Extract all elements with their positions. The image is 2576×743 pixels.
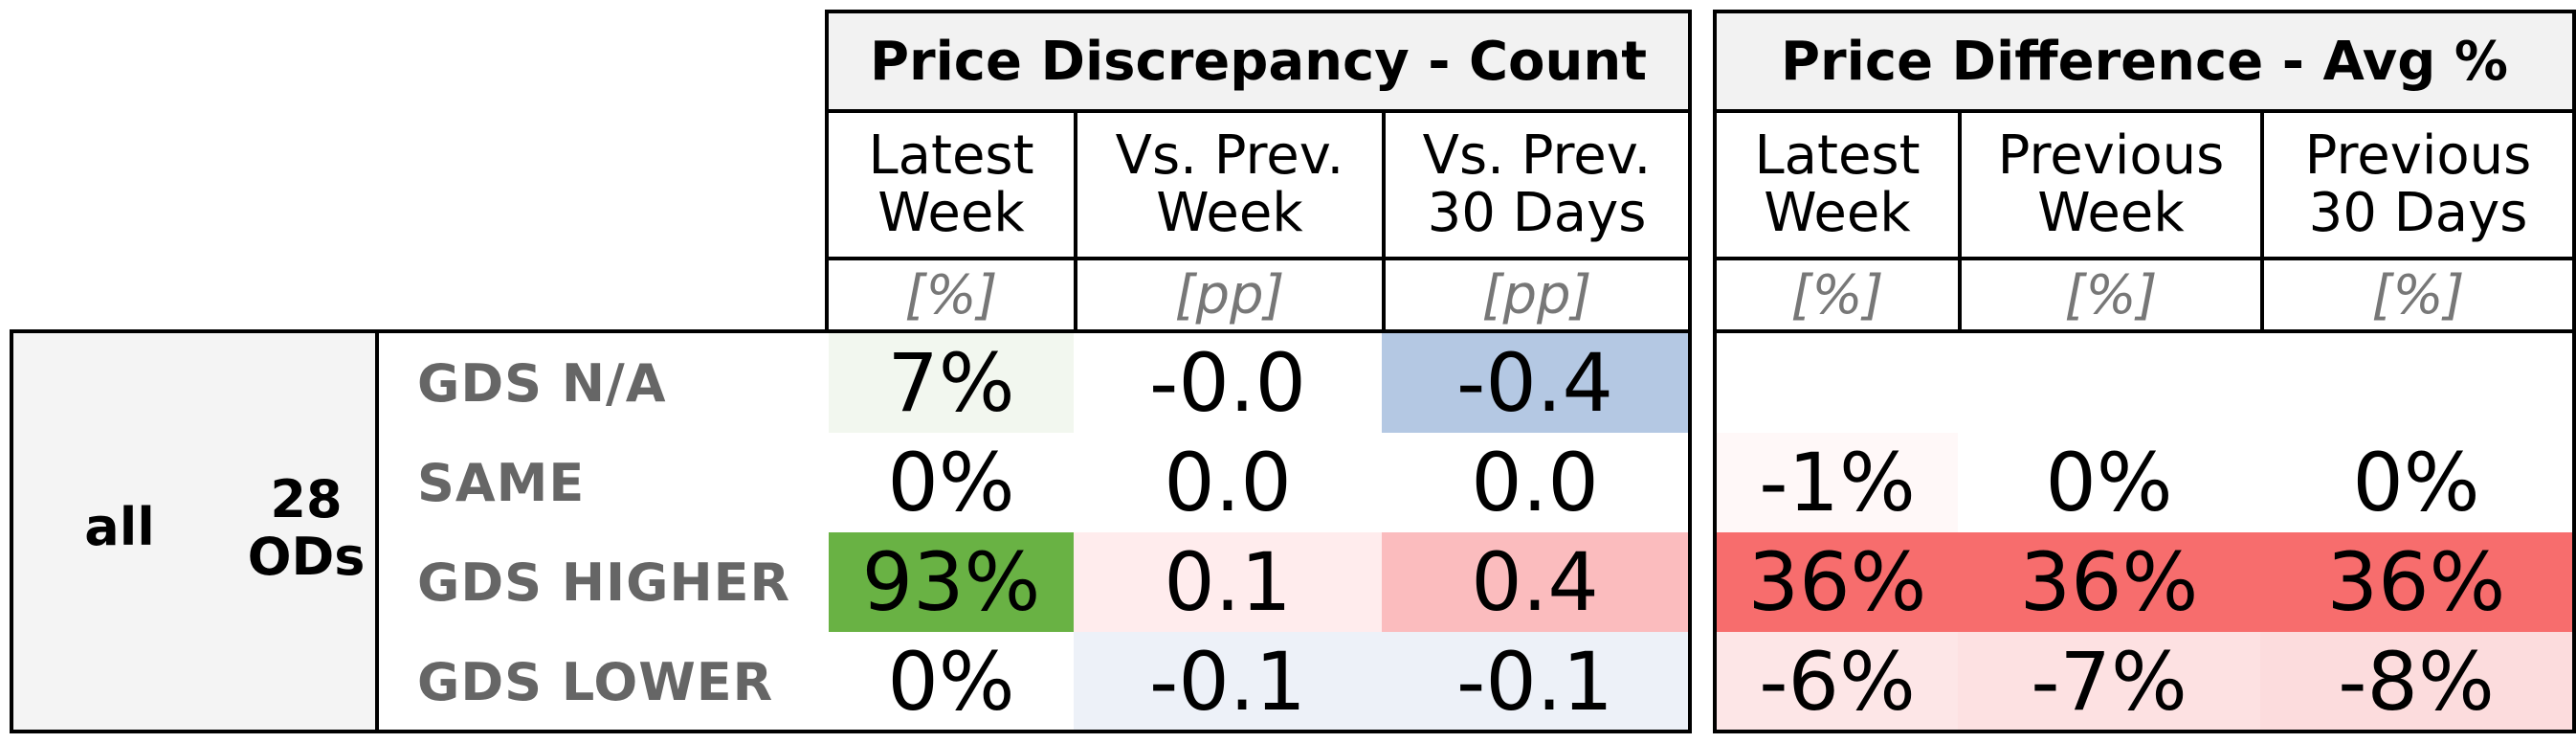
count-cell: 0% bbox=[829, 433, 1074, 532]
col-label-previous-30-days: Previous 30 Days bbox=[2304, 124, 2532, 244]
count-cell: -0.1 bbox=[1074, 632, 1382, 732]
diff-cell: -7% bbox=[1958, 632, 2260, 732]
row-label-gds-n-a: GDS N/A bbox=[417, 352, 667, 414]
row-label-gds-higher: GDS HIGHER bbox=[417, 552, 791, 613]
unit-previous-week: [%] bbox=[2064, 263, 2158, 326]
unit-vs-prev-week: [pp] bbox=[1174, 263, 1285, 326]
col-label-vs-prev-30-days: Vs. Prev. 30 Days bbox=[1422, 124, 1652, 244]
unit-latest-week: [%] bbox=[904, 263, 998, 326]
diff-cell: 0% bbox=[2260, 433, 2572, 532]
diff-cell: 36% bbox=[2260, 532, 2572, 632]
diff-cell bbox=[1958, 333, 2260, 433]
col-label-vs-prev-week: Vs. Prev. Week bbox=[1115, 124, 1344, 244]
group-title-price-discrepancy: Price Discrepancy - Count bbox=[825, 10, 1692, 113]
col-label-previous-week: Previous Week bbox=[1997, 124, 2225, 244]
row-label-same: SAME bbox=[417, 452, 586, 513]
diff-cell: -1% bbox=[1717, 433, 1958, 532]
count-cell: -0.0 bbox=[1074, 333, 1382, 433]
diff-cell bbox=[1717, 333, 1958, 433]
unit-latest-week-diff: [%] bbox=[1790, 263, 1884, 326]
body-frame-left bbox=[10, 329, 1692, 733]
diff-cell: 36% bbox=[1958, 532, 2260, 632]
diff-cell: 36% bbox=[1717, 532, 1958, 632]
count-cell: 93% bbox=[829, 532, 1074, 632]
count-cell: -0.1 bbox=[1382, 632, 1688, 732]
group-title-price-difference: Price Difference - Avg % bbox=[1713, 10, 2576, 113]
diff-cell: -6% bbox=[1717, 632, 1958, 732]
segment-name: all bbox=[84, 496, 155, 557]
count-cell: 0% bbox=[829, 632, 1074, 732]
row-label-gds-lower: GDS LOWER bbox=[417, 651, 774, 712]
unit-vs-prev-30-days: [pp] bbox=[1481, 263, 1592, 326]
count-cell: 7% bbox=[829, 333, 1074, 433]
count-cell: 0.0 bbox=[1382, 433, 1688, 532]
segment-block bbox=[10, 329, 377, 732]
diff-cell bbox=[2260, 333, 2572, 433]
unit-previous-30-days: [%] bbox=[2371, 263, 2465, 326]
col-label-latest-week-diff: Latest Week bbox=[1754, 124, 1921, 244]
body-frame-right bbox=[1713, 329, 2576, 733]
col-label-latest-week: Latest Week bbox=[868, 124, 1034, 244]
count-cell: 0.0 bbox=[1074, 433, 1382, 532]
count-cell: 0.1 bbox=[1074, 532, 1382, 632]
diff-cell: 0% bbox=[1958, 433, 2260, 532]
segment-od-count: 28 ODs bbox=[247, 469, 366, 587]
count-cell: -0.4 bbox=[1382, 333, 1688, 433]
diff-cell: -8% bbox=[2260, 632, 2572, 732]
count-cell: 0.4 bbox=[1382, 532, 1688, 632]
